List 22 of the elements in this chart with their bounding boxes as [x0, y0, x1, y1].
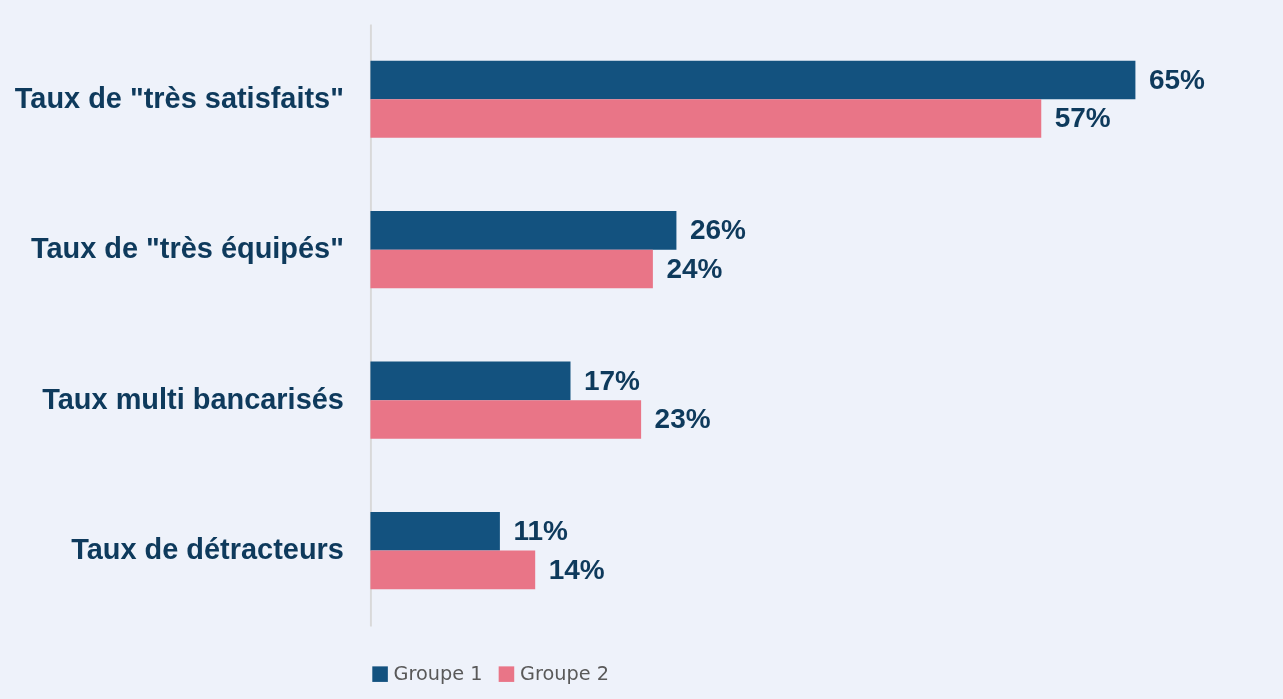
data-label: 24%	[666, 252, 723, 284]
bar	[370, 550, 536, 590]
y-tick-label: Taux de "très satisfaits"	[14, 81, 344, 114]
bar	[370, 361, 571, 401]
data-label: 11%	[513, 515, 568, 546]
data-label: 26%	[689, 214, 747, 246]
bar	[370, 512, 500, 551]
y-tick-label: Taux multi bancarisés	[42, 382, 344, 415]
data-label: 57%	[1054, 102, 1111, 134]
data-label: 65%	[1148, 63, 1206, 95]
bar	[370, 99, 1042, 138]
data-label: 14%	[548, 553, 605, 585]
bar	[370, 60, 1136, 100]
legend-label: Groupe 1	[393, 661, 483, 685]
bar	[370, 211, 677, 250]
legend-label: Groupe 2	[519, 661, 609, 685]
y-tick-label: Taux de détracteurs	[71, 533, 344, 566]
bar	[370, 249, 653, 289]
data-label: 17%	[584, 364, 641, 396]
data-label: 23%	[654, 403, 711, 435]
bar	[370, 400, 642, 439]
y-tick-label: Taux de "très équipés"	[30, 232, 344, 265]
